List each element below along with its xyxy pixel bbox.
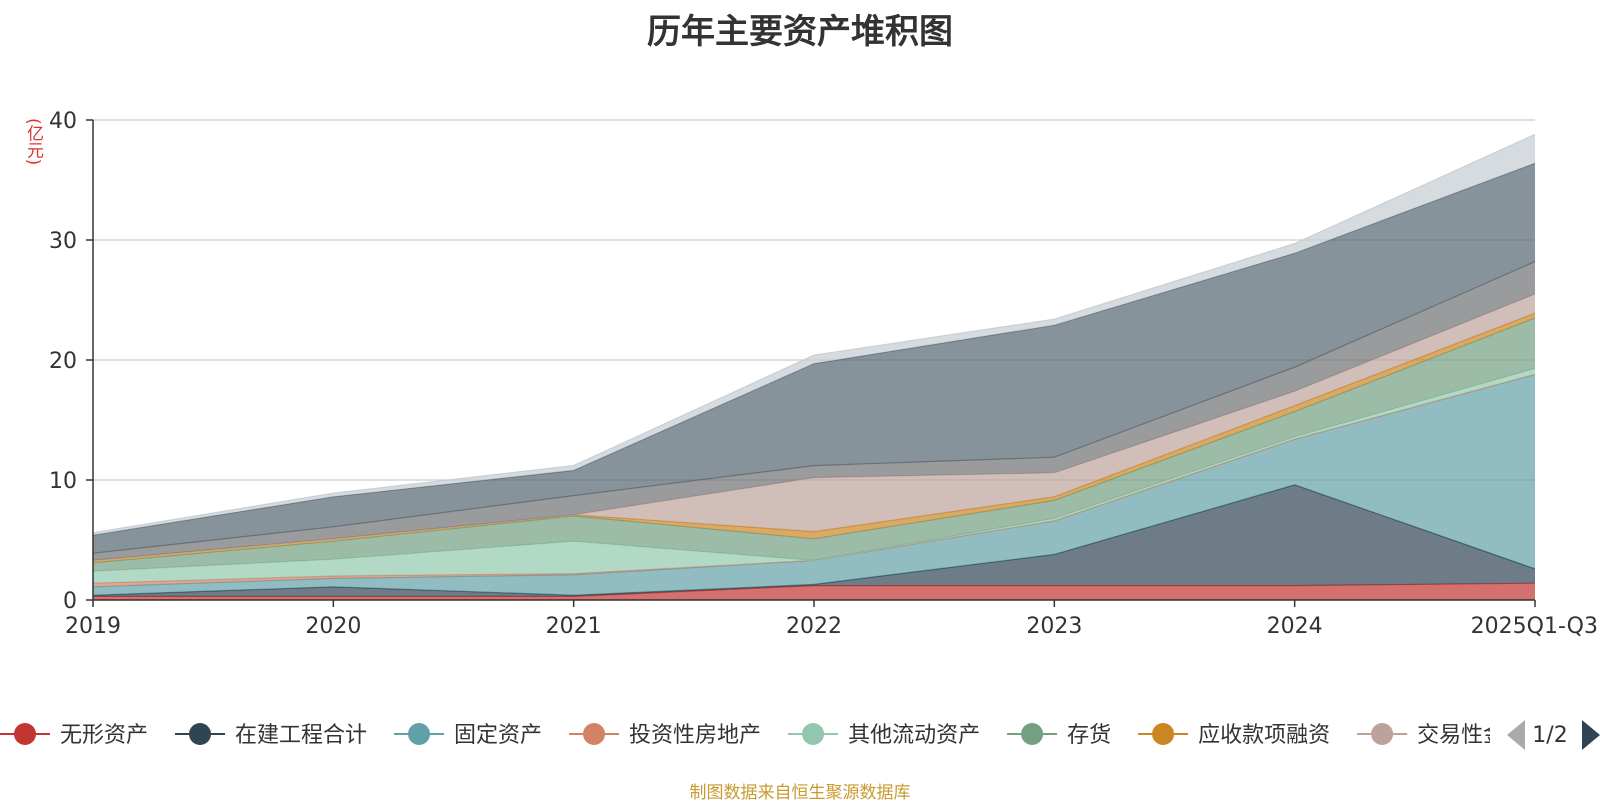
legend-marker xyxy=(583,723,606,745)
data-source-note: 制图数据来自恒生聚源数据库 xyxy=(689,783,911,803)
y-tick-label: 40 xyxy=(49,109,77,134)
legend-label: 无形资产 xyxy=(60,723,148,748)
y-tick-label: 0 xyxy=(63,589,77,614)
x-tick-label: 2022 xyxy=(786,614,842,639)
area-series-9 xyxy=(93,163,1535,554)
legend-label: 其他流动资产 xyxy=(848,723,980,748)
chart-title: 历年主要资产堆积图 xyxy=(647,12,953,52)
area-series xyxy=(92,133,1536,600)
x-tick-label: 2023 xyxy=(1026,614,1082,639)
legend-marker xyxy=(14,723,36,745)
y-tick-label: 10 xyxy=(49,469,77,494)
legend-items: 无形资产 在建工程合计 固定资产 投资性房地产 其他流动资产 存货 应收款项融资 交易性金融资… xyxy=(0,723,1571,748)
legend-marker xyxy=(189,723,212,745)
legend-item[interactable]: 交易性金融资产 xyxy=(1357,723,1571,748)
legend-label: 交易性金融资产 xyxy=(1417,723,1571,748)
x-tick-label: 2025Q1-Q3 xyxy=(1471,614,1598,639)
legend-label: 应收款项融资 xyxy=(1198,723,1330,748)
legend-item[interactable]: 存货 xyxy=(1007,723,1111,748)
x-tick-label: 2021 xyxy=(546,614,602,639)
x-tick-label: 2024 xyxy=(1267,614,1323,639)
legend-marker xyxy=(1152,723,1175,745)
legend-marker xyxy=(1021,723,1044,745)
y-axis-unit-label: (亿元) xyxy=(23,118,43,166)
x-tick-label: 2019 xyxy=(65,614,121,639)
y-tick-label: 20 xyxy=(49,349,77,374)
area-series-2 xyxy=(93,374,1535,596)
legend-page-indicator: 1/2 xyxy=(1532,723,1567,748)
legend-label: 存货 xyxy=(1067,723,1111,748)
area-series-1 xyxy=(93,484,1535,597)
legend-item[interactable]: 投资性房地产 xyxy=(569,723,761,748)
area-series-7 xyxy=(93,294,1535,561)
legend-prev-icon[interactable] xyxy=(1507,720,1525,750)
legend-marker xyxy=(1371,723,1394,745)
legend: 无形资产 在建工程合计 固定资产 投资性房地产 其他流动资产 存货 应收款项融资 交易性金融资… xyxy=(0,720,1600,750)
legend-item[interactable]: 在建工程合计 xyxy=(175,723,367,748)
legend-next-icon[interactable] xyxy=(1582,720,1600,750)
legend-label: 投资性房地产 xyxy=(629,723,761,748)
area-series-5 xyxy=(93,318,1535,572)
legend-item[interactable]: 应收款项融资 xyxy=(1138,723,1330,748)
area-series-0 xyxy=(93,583,1535,600)
legend-marker xyxy=(408,723,431,745)
series-line-10 xyxy=(92,133,1536,534)
legend-label: 固定资产 xyxy=(454,723,542,748)
y-tick-label: 30 xyxy=(49,229,77,254)
axes: 0 10 20 30 40 2019 2020 2021 2022 2023 2024 2025Q1-… xyxy=(49,109,1598,639)
legend-marker xyxy=(802,723,825,745)
legend-item[interactable]: 其他流动资产 xyxy=(788,723,980,748)
x-tick-label: 2020 xyxy=(305,614,361,639)
legend-label: 在建工程合计 xyxy=(235,723,367,748)
legend-item[interactable]: 无形资产 xyxy=(0,723,148,748)
legend-item[interactable]: 固定资产 xyxy=(394,723,542,748)
